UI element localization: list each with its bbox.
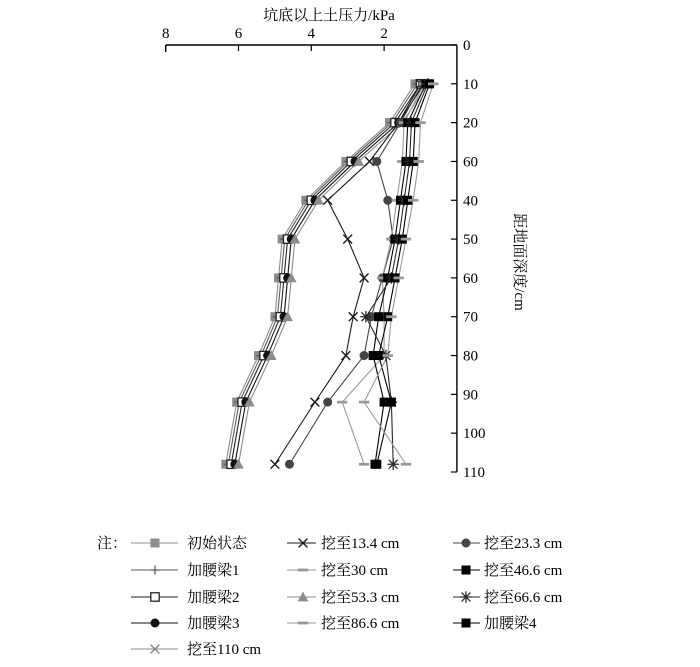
svg-text:70: 70: [463, 310, 478, 326]
svg-text:挖至13.4 cm: 挖至13.4 cm: [321, 535, 400, 552]
svg-text:90: 90: [463, 387, 478, 403]
svg-text:挖至30 cm: 挖至30 cm: [321, 562, 388, 579]
svg-text:60: 60: [463, 271, 478, 287]
svg-text:50: 50: [463, 232, 478, 248]
svg-text:挖至46.6 cm: 挖至46.6 cm: [484, 562, 563, 579]
svg-text:60: 60: [463, 154, 478, 170]
svg-text:挖至86.6 cm: 挖至86.6 cm: [321, 615, 400, 632]
svg-text:4: 4: [308, 26, 316, 42]
svg-text:挖至66.6 cm: 挖至66.6 cm: [484, 589, 563, 606]
svg-text:10: 10: [463, 77, 478, 93]
svg-text:挖至110 cm: 挖至110 cm: [187, 641, 261, 658]
svg-text:加腰梁1: 加腰梁1: [187, 561, 240, 579]
svg-text:加腰梁2: 加腰梁2: [187, 588, 240, 606]
svg-text:挖至23.3 cm: 挖至23.3 cm: [484, 535, 563, 552]
svg-text:挖至53.3 cm: 挖至53.3 cm: [321, 589, 400, 606]
svg-text:距地面深度/cm: 距地面深度/cm: [511, 213, 529, 311]
svg-text:0: 0: [463, 38, 471, 54]
svg-text:110: 110: [463, 465, 485, 481]
svg-text:初始状态: 初始状态: [187, 535, 248, 552]
svg-text:坑底以上土压力/kPa: 坑底以上土压力/kPa: [263, 6, 395, 24]
svg-text:6: 6: [235, 26, 243, 42]
svg-text:20: 20: [463, 116, 478, 132]
svg-text:100: 100: [463, 426, 486, 442]
svg-text:80: 80: [463, 349, 478, 365]
svg-text:40: 40: [463, 193, 478, 209]
svg-text:8: 8: [162, 26, 170, 42]
svg-text:加腰梁4: 加腰梁4: [484, 614, 537, 632]
svg-text:2: 2: [380, 26, 388, 42]
svg-text:注：: 注：: [97, 535, 127, 552]
svg-text:加腰梁3: 加腰梁3: [187, 614, 240, 632]
